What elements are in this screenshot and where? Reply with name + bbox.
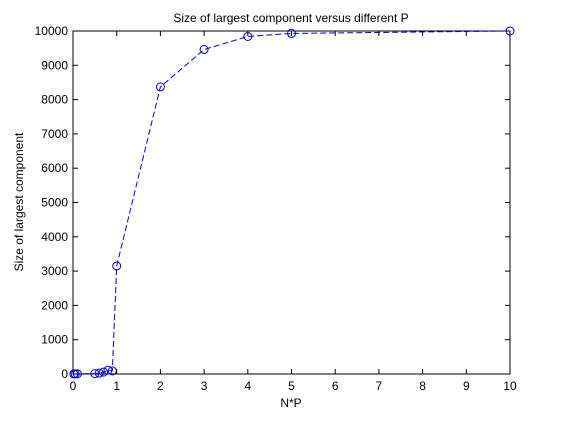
data-point xyxy=(99,367,109,377)
chart-title: Size of largest component versus differe… xyxy=(173,11,408,25)
y-axis-label: Size of largest component xyxy=(12,132,26,271)
x-tick-label: 4 xyxy=(244,379,251,393)
data-point xyxy=(112,261,122,271)
y-tick-label: 5000 xyxy=(41,196,68,210)
series-line xyxy=(73,30,511,375)
data-point xyxy=(103,365,113,375)
y-tick-label: 1000 xyxy=(41,333,68,347)
x-tick-label: 2 xyxy=(157,379,164,393)
x-axis-label: N*P xyxy=(280,396,301,410)
y-tick-label: 4000 xyxy=(41,230,68,244)
y-tick-label: 9000 xyxy=(41,58,68,72)
x-tick-label: 9 xyxy=(463,379,470,393)
y-tick-label: 10000 xyxy=(35,24,69,38)
plot-area xyxy=(72,30,511,375)
data-point xyxy=(199,45,209,55)
data-point xyxy=(70,369,80,379)
x-tick-label: 3 xyxy=(201,379,208,393)
x-tick-label: 6 xyxy=(332,379,339,393)
y-tick-label: 3000 xyxy=(41,264,68,278)
y-tick-label: 7000 xyxy=(41,127,68,141)
data-point xyxy=(287,28,296,38)
data-point xyxy=(90,369,100,379)
x-axis-ticks: 0 1 2 3 4 5 6 7 8 9 10 xyxy=(70,31,517,393)
data-point xyxy=(107,366,117,376)
y-tick-label: 6000 xyxy=(41,161,68,175)
y-tick-label: 2000 xyxy=(41,298,68,312)
x-tick-label: 10 xyxy=(503,379,517,393)
x-tick-label: 1 xyxy=(113,379,120,393)
y-tick-label: 8000 xyxy=(41,93,68,107)
y-tick-label: 0 xyxy=(61,367,68,381)
series-lines xyxy=(73,30,511,375)
x-tick-label: 5 xyxy=(288,379,295,393)
x-tick-label: 8 xyxy=(419,379,426,393)
series-markers xyxy=(69,26,515,379)
data-point xyxy=(155,82,165,92)
data-point xyxy=(505,26,515,36)
data-point xyxy=(94,368,104,378)
data-point xyxy=(243,31,253,41)
x-tick-label: 7 xyxy=(376,379,383,393)
data-point xyxy=(72,369,82,379)
y-axis-ticks: 0 1000 2000 3000 4000 5000 6000 7000 8000 9000 100… xyxy=(35,24,510,381)
x-tick-label: 0 xyxy=(70,379,77,393)
